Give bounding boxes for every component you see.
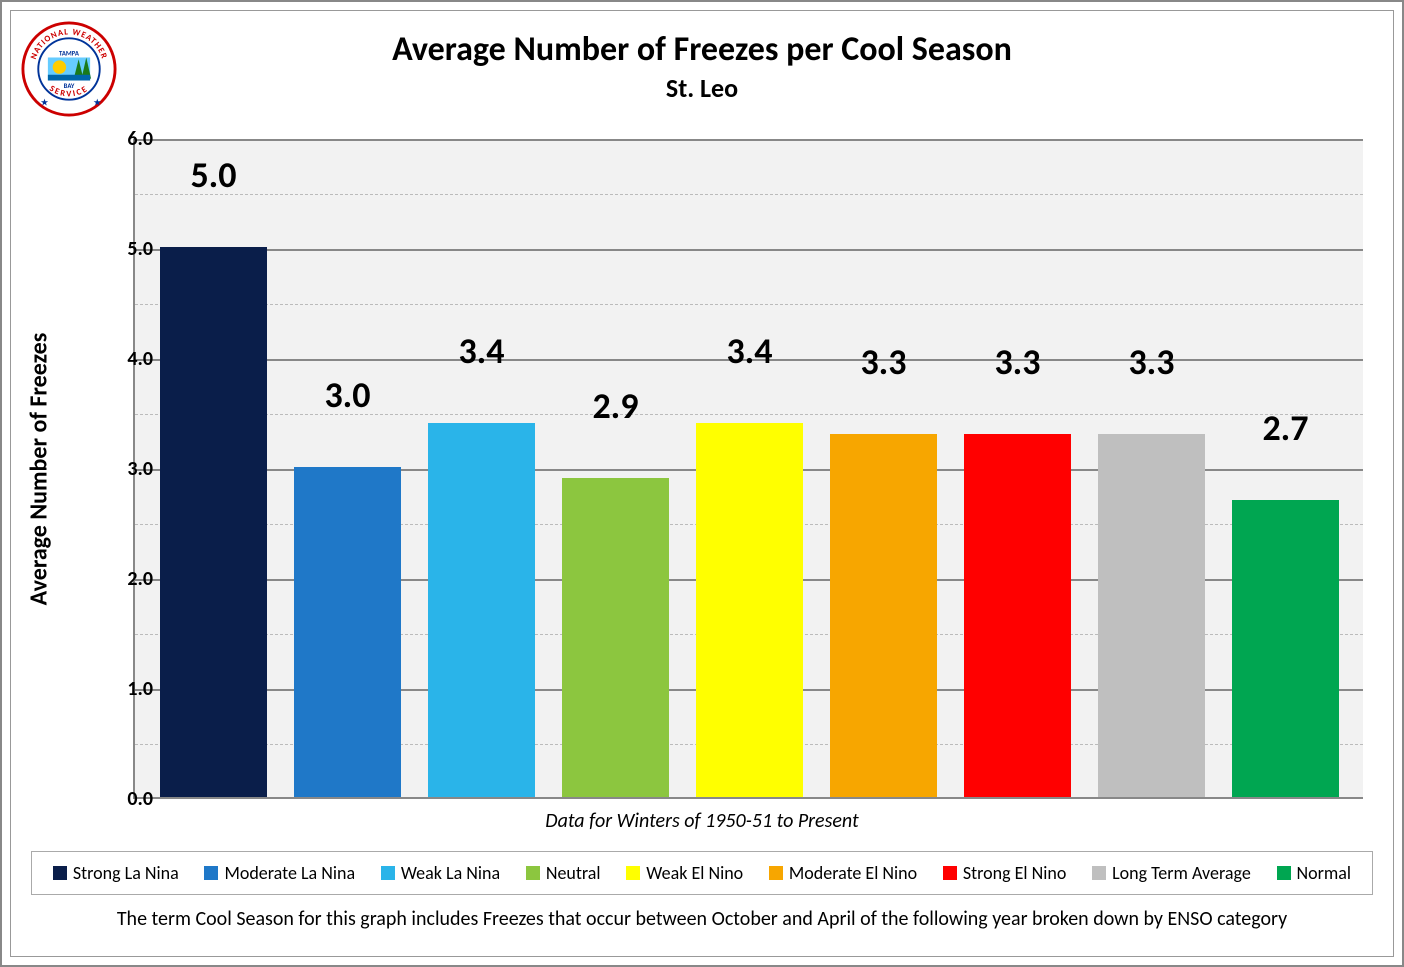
legend-label: Moderate El Nino bbox=[789, 862, 917, 884]
gridline-minor bbox=[135, 304, 1363, 305]
bar-value-label: 3.4 bbox=[422, 329, 542, 373]
legend-label: Neutral bbox=[546, 862, 601, 884]
legend-item: Normal bbox=[1277, 862, 1352, 884]
bar bbox=[964, 434, 1071, 797]
bar bbox=[830, 434, 937, 797]
legend-label: Long Term Average bbox=[1112, 862, 1251, 884]
y-tick-label: 2.0 bbox=[103, 567, 153, 591]
legend-swatch bbox=[626, 866, 640, 880]
legend-label: Weak La Nina bbox=[401, 862, 500, 884]
legend-item: Weak El Nino bbox=[626, 862, 743, 884]
bar-value-label: 3.4 bbox=[690, 329, 810, 373]
footnote: The term Cool Season for this graph incl… bbox=[11, 907, 1393, 931]
legend-swatch bbox=[769, 866, 783, 880]
plot-area: 5.0 3.0 3.4 2.9 3.4 3.3 3.3 3.3 2.7 bbox=[133, 139, 1363, 799]
legend-label: Weak El Nino bbox=[646, 862, 743, 884]
bar bbox=[1098, 434, 1205, 797]
y-tick-label: 4.0 bbox=[103, 347, 153, 371]
legend-item: Moderate El Nino bbox=[769, 862, 917, 884]
legend-label: Moderate La Nina bbox=[224, 862, 355, 884]
legend-swatch bbox=[526, 866, 540, 880]
legend-item: Moderate La Nina bbox=[204, 862, 355, 884]
bar bbox=[160, 247, 267, 797]
legend-label: Normal bbox=[1297, 862, 1352, 884]
legend: Strong La Nina Moderate La Nina Weak La Ni… bbox=[31, 851, 1373, 895]
bar-value-label: 3.3 bbox=[824, 340, 944, 384]
legend-item: Neutral bbox=[526, 862, 601, 884]
legend-swatch bbox=[1092, 866, 1106, 880]
bar bbox=[696, 423, 803, 797]
y-tick-label: 5.0 bbox=[103, 237, 153, 261]
bar bbox=[1232, 500, 1339, 797]
legend-swatch bbox=[381, 866, 395, 880]
gridline-major bbox=[135, 139, 1363, 141]
bar-value-label: 2.9 bbox=[556, 384, 676, 428]
legend-swatch bbox=[53, 866, 67, 880]
legend-item: Strong La Nina bbox=[53, 862, 179, 884]
chart-title: Average Number of Freezes per Cool Seaso… bbox=[11, 29, 1393, 70]
legend-label: Strong La Nina bbox=[73, 862, 179, 884]
legend-label: Strong El Nino bbox=[963, 862, 1066, 884]
y-tick-label: 1.0 bbox=[103, 677, 153, 701]
chart-frame: NATIONAL WEATHER SERVICE TAMPA BAY ★ ★ A… bbox=[10, 10, 1394, 957]
bar bbox=[428, 423, 535, 797]
legend-item: Weak La Nina bbox=[381, 862, 500, 884]
legend-item: Strong El Nino bbox=[943, 862, 1066, 884]
legend-swatch bbox=[1277, 866, 1291, 880]
legend-item: Long Term Average bbox=[1092, 862, 1251, 884]
y-tick-label: 3.0 bbox=[103, 457, 153, 481]
legend-swatch bbox=[943, 866, 957, 880]
gridline-major bbox=[135, 249, 1363, 251]
bar-value-label: 3.3 bbox=[958, 340, 1078, 384]
bar bbox=[562, 478, 669, 797]
title-block: Average Number of Freezes per Cool Seaso… bbox=[11, 29, 1393, 104]
legend-swatch bbox=[204, 866, 218, 880]
chart-subcaption: Data for Winters of 1950-51 to Present bbox=[11, 809, 1393, 833]
y-tick-label: 0.0 bbox=[103, 787, 153, 811]
y-axis-label: Average Number of Freezes bbox=[25, 333, 54, 606]
gridline-minor bbox=[135, 194, 1363, 195]
bar-value-label: 3.0 bbox=[288, 373, 408, 417]
bar-value-label: 3.3 bbox=[1092, 340, 1212, 384]
bar bbox=[294, 467, 401, 797]
bar-value-label: 2.7 bbox=[1226, 406, 1346, 450]
y-tick-label: 6.0 bbox=[103, 127, 153, 151]
chart-subtitle: St. Leo bbox=[11, 72, 1393, 104]
bar-value-label: 5.0 bbox=[154, 153, 274, 197]
